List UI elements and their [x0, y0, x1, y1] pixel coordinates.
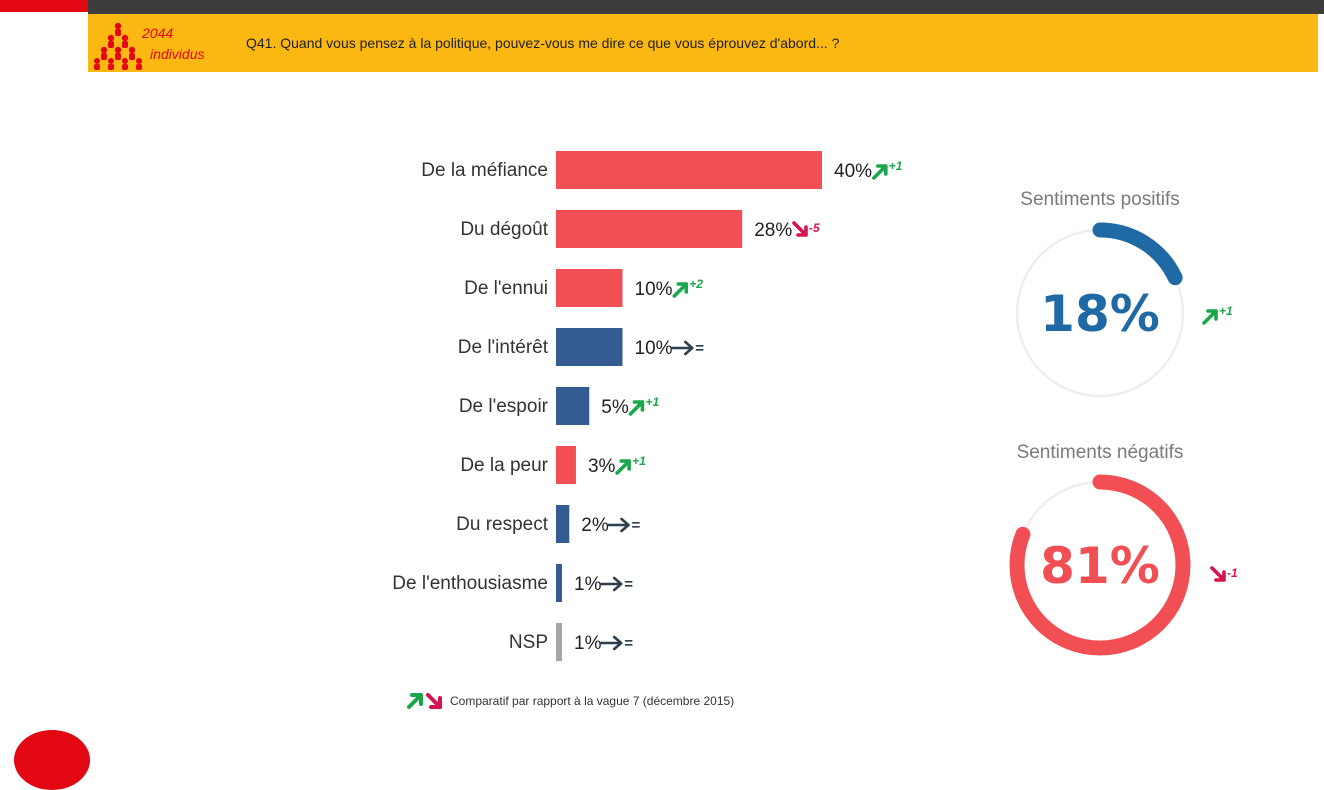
svg-text:-1: -1	[1227, 566, 1238, 580]
category-label: De la peur	[460, 455, 548, 476]
category-label: Du respect	[456, 514, 549, 535]
positive-change-indicator: +1	[1202, 304, 1233, 325]
sample-label: individus	[150, 46, 205, 62]
negative-gauge-title: Sentiments négatifs	[1016, 442, 1184, 463]
svg-text:=: =	[632, 517, 641, 534]
bar	[556, 623, 562, 661]
change-indicator: =	[599, 576, 633, 593]
category-label: NSP	[509, 632, 548, 653]
category-label: De l'intérêt	[458, 337, 549, 358]
bar	[556, 387, 590, 425]
title-bar	[88, 0, 1324, 14]
positive-gauge-title: Sentiments positifs	[1020, 189, 1180, 210]
up-down-arrows-icon	[407, 693, 442, 709]
category-label: Du dégoût	[460, 219, 548, 240]
value-label: 40%	[834, 161, 872, 182]
bar-chart: De la méfiance 40% +1 Du dégoût 28% -5 De l'en…	[392, 151, 903, 661]
positive-gauge: 18%	[1009, 222, 1191, 404]
bar	[556, 151, 822, 189]
value-label: 1%	[574, 633, 602, 654]
svg-text:+1: +1	[1219, 304, 1233, 318]
gauge-arc	[1009, 222, 1191, 404]
value-label: 1%	[574, 574, 602, 595]
gauge-value: 18%	[1040, 285, 1160, 343]
negative-change-indicator: -1	[1210, 566, 1238, 582]
question-text: Q41. Quand vous pensez à la politique, p…	[246, 35, 840, 51]
bar	[556, 328, 623, 366]
svg-text:+1: +1	[645, 395, 659, 409]
category-label: De l'ennui	[464, 278, 548, 299]
negative-trend-indicator: -1	[1210, 566, 1238, 582]
category-label: De l'espoir	[459, 396, 549, 417]
change-indicator: +1	[872, 159, 903, 180]
negative-gauge: 81%	[1009, 474, 1191, 656]
gauge-arc	[1009, 474, 1191, 656]
bar	[556, 564, 562, 602]
value-label: 10%	[635, 279, 673, 300]
value-label: 10%	[635, 338, 673, 359]
change-indicator: +2	[672, 277, 703, 298]
gauge-value: 81%	[1040, 537, 1160, 595]
svg-text:=: =	[624, 576, 633, 593]
bar	[556, 210, 743, 248]
change-indicator: +1	[615, 454, 646, 475]
svg-text:-5: -5	[809, 221, 820, 235]
svg-text:=: =	[624, 635, 633, 652]
people-pyramid-icon	[94, 22, 142, 70]
change-indicator: =	[671, 340, 704, 357]
svg-text:+1: +1	[632, 454, 646, 468]
brand-logo	[14, 730, 90, 790]
value-label: 5%	[601, 397, 629, 418]
value-label: 28%	[754, 220, 792, 241]
sample-count: 2044	[142, 25, 174, 41]
category-label: De l'enthousiasme	[392, 573, 548, 594]
svg-text:+1: +1	[889, 159, 903, 173]
change-indicator: +1	[628, 395, 659, 416]
comparison-footnote: Comparatif par rapport à la vague 7 (déc…	[450, 694, 735, 708]
value-label: 3%	[588, 456, 616, 477]
brand-red-strip	[0, 0, 88, 12]
change-indicator: -5	[792, 221, 820, 237]
positive-trend-indicator: +1	[1202, 304, 1233, 325]
bar	[556, 505, 570, 543]
change-indicator: =	[599, 635, 633, 652]
value-label: 2%	[581, 515, 609, 536]
svg-text:+2: +2	[689, 277, 703, 291]
change-indicator: =	[607, 517, 641, 534]
question-banner: 2044 individus Q41. Quand vous pensez à …	[88, 14, 1318, 72]
bar	[556, 269, 623, 307]
svg-text:=: =	[695, 340, 704, 357]
category-label: De la méfiance	[421, 160, 548, 181]
bar	[556, 446, 576, 484]
